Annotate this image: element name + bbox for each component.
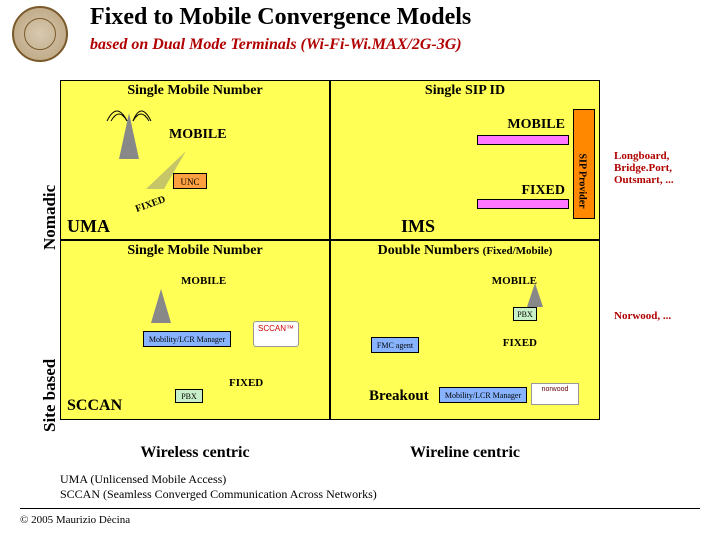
col-label-right: Wireline centric [330,444,600,462]
base-station-icon [151,289,171,323]
footer-rule [20,508,700,509]
column-axis: Wireless centric Wireline centric [60,444,600,470]
quadrant-grid: Single Mobile Number MOBILE UNC FIXED UM… [60,80,600,440]
slide-subtitle: based on Dual Mode Terminals (Wi-Fi-Wi.M… [90,36,700,54]
quadrant-sccan: Single Mobile Number MOBILE Mobility/LCR… [60,240,330,420]
row-label-bottom: Site based [40,359,60,432]
quadrant-uma: Single Mobile Number MOBILE UNC FIXED UM… [60,80,330,240]
slide: Fixed to Mobile Convergence Models based… [0,0,720,540]
q4-title-main: Double Numbers [378,243,480,258]
q4-tech: Breakout [369,388,429,405]
pbx-box: PBX [175,389,203,403]
unc-box: UNC [173,173,207,189]
q3-title: Single Mobile Number [61,241,329,259]
q1-fixed-label: FIXED [134,194,167,215]
q2-title: Single SIP ID [331,81,599,99]
sip-provider-label: SIP Provider [577,154,588,174]
def-uma: UMA (Unlicensed Mobile Access) [60,472,620,487]
slide-title: Fixed to Mobile Convergence Models [90,4,700,31]
q4-title-suffix: (Fixed/Mobile) [483,245,553,257]
right-note-1: Longboard, Bridge.Port, Outsmart, ... [614,150,714,186]
col-label-left: Wireless centric [60,444,330,462]
seal-logo [12,6,68,62]
row-label-top: Nomadic [40,185,60,250]
q3-fixed-label: FIXED [229,377,263,389]
radio-waves-icon [105,99,155,123]
copyright: © 2005 Maurizio Dècina [20,514,130,526]
q2-mobile-label: MOBILE [507,117,565,133]
def-sccan: SCCAN (Seamless Converged Communication … [60,487,620,502]
q1-tech: UMA [67,216,110,237]
q4-fixed-label: FIXED [503,337,537,349]
q4-title: Double Numbers (Fixed/Mobile) [331,241,599,259]
pbx-box: PBX [513,307,537,321]
mobility-manager-box: Mobility/LCR Manager [143,331,231,347]
quadrant-breakout: Double Numbers (Fixed/Mobile) MOBILE PBX… [330,240,600,420]
mobility-manager-box: Mobility/LCR Manager [439,387,527,403]
fmc-agent-box: FMC agent [371,337,419,353]
quadrant-ims: Single SIP ID MOBILE FIXED SIP Provider … [330,80,600,240]
base-station-icon [527,283,543,307]
q2-fixed-bar [477,199,569,209]
sccan-badge: SCCAN™ [253,321,299,347]
definitions: UMA (Unlicensed Mobile Access) SCCAN (Se… [60,472,620,502]
q2-mobile-bar [477,135,569,145]
q3-mobile-label: MOBILE [181,275,226,287]
row-axis: Nomadic Site based [40,80,60,440]
q3-tech: SCCAN [67,397,122,415]
norwood-badge: norwood [531,383,579,405]
q1-title: Single Mobile Number [61,81,329,99]
right-note-2: Norwood, ... [614,310,714,322]
sip-provider-box: SIP Provider [573,109,595,219]
q1-mobile-label: MOBILE [169,127,227,143]
q2-tech: IMS [401,216,435,237]
q2-fixed-label: FIXED [521,183,565,199]
